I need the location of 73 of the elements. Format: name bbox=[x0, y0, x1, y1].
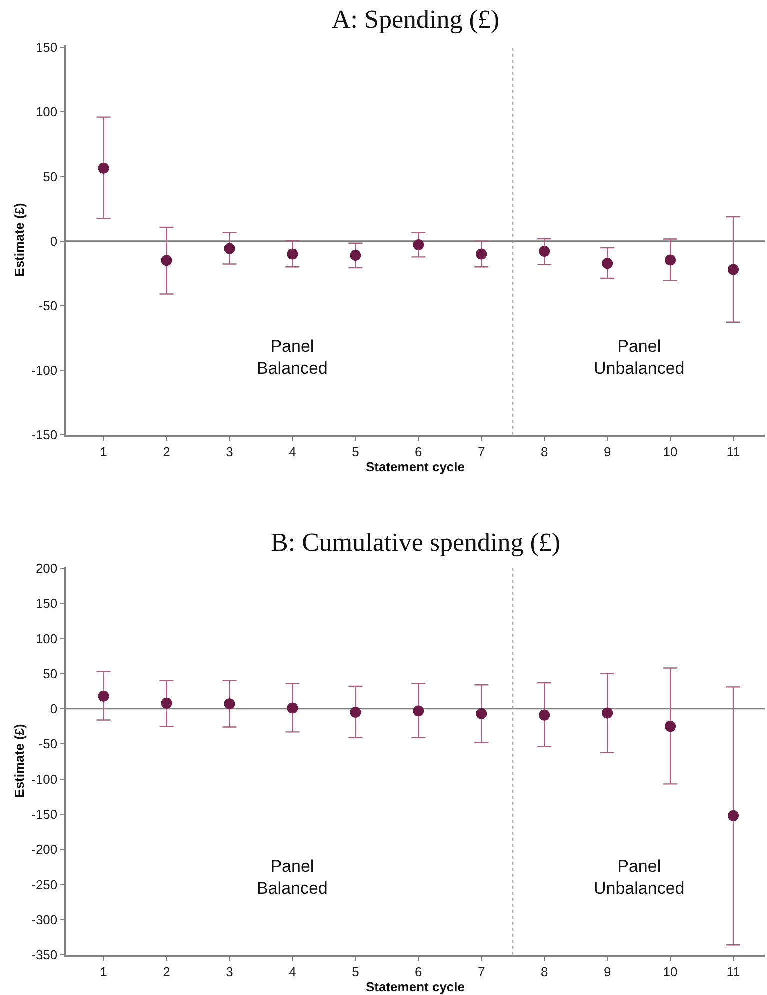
x-tick-label: 9 bbox=[604, 964, 612, 980]
annotation: Panel Unbalanced bbox=[594, 337, 685, 378]
x-tick-label: 11 bbox=[726, 444, 740, 460]
point bbox=[350, 250, 362, 261]
y-tick-label: 0 bbox=[50, 234, 58, 249]
point bbox=[98, 162, 110, 174]
x-tick-label: 1 bbox=[100, 964, 108, 980]
point bbox=[161, 698, 172, 709]
x-tick-label: 8 bbox=[540, 964, 548, 980]
x-axis-title: Statement cycle bbox=[366, 459, 465, 474]
point bbox=[224, 698, 236, 710]
y-tick-label: -50 bbox=[38, 298, 58, 314]
annotation: Panel Balanced bbox=[257, 857, 328, 898]
x-tick-label: 8 bbox=[540, 444, 548, 460]
x-tick-label: 10 bbox=[663, 964, 678, 980]
y-tick-label: -200 bbox=[32, 842, 58, 858]
y-tick-label: 100 bbox=[36, 104, 58, 120]
x-tick-label: 4 bbox=[289, 964, 296, 980]
y-tick-label: -100 bbox=[32, 772, 58, 787]
point bbox=[728, 264, 740, 276]
point bbox=[602, 708, 614, 719]
x-tick-label: 6 bbox=[415, 964, 422, 980]
point bbox=[665, 254, 676, 266]
point bbox=[287, 248, 298, 260]
point bbox=[350, 707, 362, 718]
point bbox=[476, 248, 488, 260]
x-tick-label: 4 bbox=[289, 444, 296, 460]
y-tick-label: 0 bbox=[50, 702, 58, 717]
x-tick-label: 10 bbox=[663, 444, 678, 460]
x-tick-label: 2 bbox=[163, 964, 170, 980]
point bbox=[224, 243, 236, 254]
point bbox=[287, 702, 298, 714]
x-tick-label: 11 bbox=[726, 964, 740, 980]
point bbox=[602, 258, 614, 270]
y-tick-label: 100 bbox=[36, 631, 58, 646]
y-tick-label: -250 bbox=[32, 877, 58, 892]
point bbox=[98, 690, 110, 702]
y-tick-label: -100 bbox=[32, 362, 58, 378]
x-tick-label: 3 bbox=[226, 444, 234, 460]
x-tick-label: 9 bbox=[604, 444, 612, 460]
x-tick-label: 3 bbox=[226, 964, 234, 980]
y-tick-label: 50 bbox=[43, 666, 58, 682]
annotation: Panel Unbalanced bbox=[594, 857, 685, 898]
y-tick-label: -150 bbox=[32, 428, 58, 443]
point bbox=[539, 710, 550, 721]
point bbox=[413, 706, 424, 717]
chart-title: A: Spending (£) bbox=[332, 5, 500, 34]
y-tick-label: 150 bbox=[36, 40, 58, 56]
point bbox=[476, 708, 488, 720]
x-tick-label: 5 bbox=[352, 964, 360, 980]
point bbox=[665, 721, 676, 732]
x-tick-label: 2 bbox=[163, 444, 170, 460]
y-tick-label: -150 bbox=[32, 806, 58, 822]
chart-title: B: Cumulative spending (£) bbox=[271, 528, 561, 557]
x-tick-label: 7 bbox=[478, 444, 486, 460]
x-tick-label: 5 bbox=[352, 444, 360, 460]
x-tick-label: 7 bbox=[478, 964, 486, 980]
x-axis-title: Statement cycle bbox=[366, 979, 465, 994]
y-tick-label: 200 bbox=[36, 560, 58, 576]
y-tick-label: -300 bbox=[32, 912, 58, 928]
y-tick-label: -50 bbox=[38, 736, 58, 752]
y-tick-label: 150 bbox=[36, 596, 58, 612]
point bbox=[413, 240, 424, 251]
x-tick-label: 1 bbox=[100, 444, 108, 460]
point bbox=[161, 255, 172, 266]
point bbox=[539, 246, 550, 257]
y-tick-label: -350 bbox=[32, 948, 58, 963]
annotation: Panel Balanced bbox=[257, 337, 328, 378]
y-axis-title: Estimate (£) bbox=[12, 724, 28, 798]
y-axis-title: Estimate (£) bbox=[12, 203, 28, 277]
point bbox=[728, 810, 740, 822]
y-tick-label: 50 bbox=[43, 169, 58, 184]
x-tick-label: 6 bbox=[415, 444, 422, 460]
